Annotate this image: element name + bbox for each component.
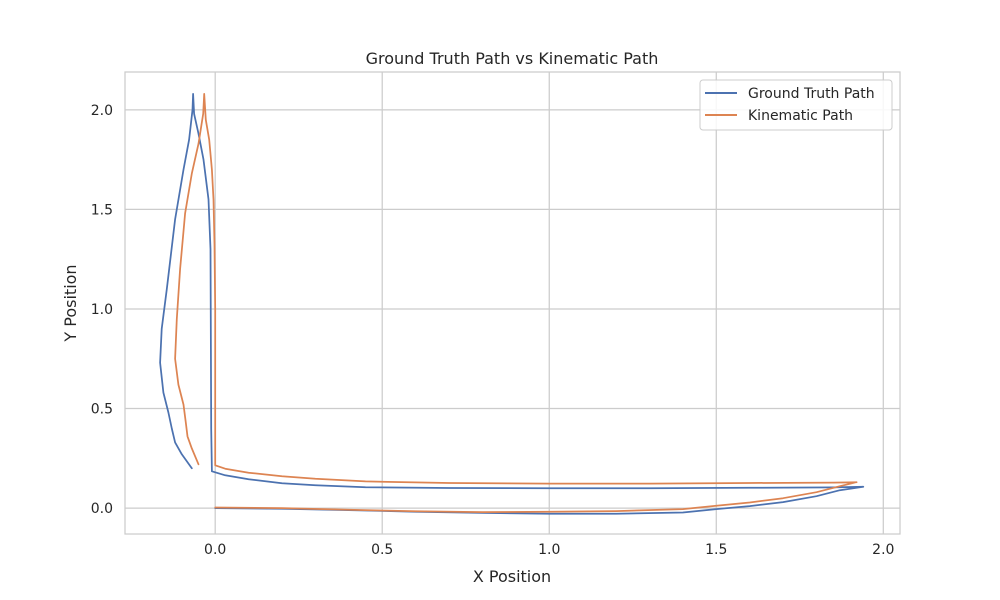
legend: Ground Truth Path Kinematic Path [699,79,893,131]
y-tick-label: 0.0 [91,501,113,517]
x-axis-label: X Position [473,567,551,586]
x-tick-label: 1.0 [538,542,560,558]
y-axis-label: Y Position [61,264,80,342]
y-tick-label: 0.5 [91,402,113,418]
legend-label-kinematic: Kinematic Path [748,108,853,124]
x-tick-label: 0.5 [371,542,393,558]
legend-box [699,79,893,131]
x-tick-label: 0.0 [204,542,226,558]
y-tick-label: 1.5 [91,202,113,218]
chart-title: Ground Truth Path vs Kinematic Path [366,49,659,68]
legend-label-ground-truth: Ground Truth Path [748,86,875,102]
plot-area [124,71,901,535]
x-tick-label: 2.0 [872,542,894,558]
x-axis-ticks: 0.0 0.5 1.0 1.5 2.0 [204,542,894,558]
x-tick-label: 1.5 [705,542,727,558]
y-axis-ticks: 0.0 0.5 1.0 1.5 2.0 [91,103,113,517]
ground-truth-path-line [159,93,865,515]
kinematic-path-line [174,93,858,513]
series-layer [159,93,865,515]
y-tick-label: 2.0 [91,103,113,119]
y-tick-label: 1.0 [91,302,113,318]
